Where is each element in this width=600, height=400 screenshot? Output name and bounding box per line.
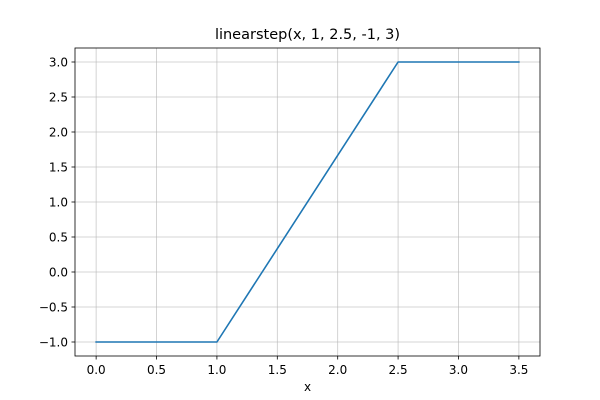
series-layer — [95, 61, 520, 343]
y-tick-label: 1.5 — [49, 160, 68, 174]
x-tick-label: 3.5 — [509, 363, 528, 377]
x-tick-label: 0.5 — [147, 363, 166, 377]
x-axis-label: x — [304, 380, 311, 394]
x-tick-label: 2.0 — [328, 363, 347, 377]
series-line — [95, 61, 520, 343]
x-tick-label: 0.0 — [87, 363, 106, 377]
x-tick-label: 1.5 — [268, 363, 287, 377]
y-tick-label: 2.0 — [49, 125, 68, 139]
y-tick-label: 1.0 — [49, 195, 68, 209]
y-tick-label: 2.5 — [49, 90, 68, 104]
axis-ticks: 0.0 0.5 1.0 1.5 2.0 2.5 3.0 3.5 −1.0 −0.5 0.0 0.5 1.… — [39, 55, 529, 377]
x-tick-label: 2.5 — [389, 363, 408, 377]
y-tick-label: −0.5 — [39, 300, 68, 314]
x-tick-label: 3.0 — [449, 363, 468, 377]
x-tick-label: 1.0 — [207, 363, 226, 377]
y-tick-label: 0.0 — [49, 265, 68, 279]
chart-title: linearstep(x, 1, 2.5, -1, 3) — [215, 27, 400, 43]
y-tick-label: −1.0 — [39, 335, 68, 349]
y-tick-label: 3.0 — [49, 55, 68, 69]
y-tick-label: 0.5 — [49, 230, 68, 244]
